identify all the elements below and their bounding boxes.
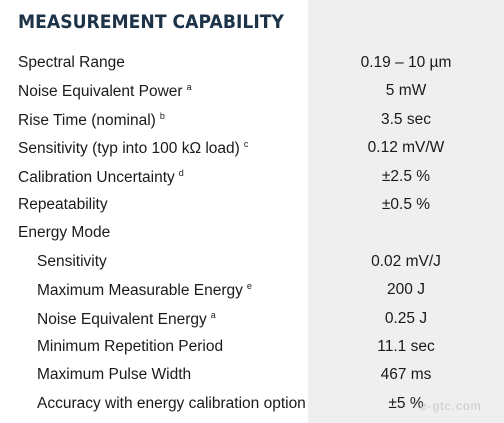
row-value: ±5 %: [388, 394, 424, 412]
row-value: 0.02 mV/J: [371, 252, 441, 270]
table-row: Noise Equivalent Energy a 0.25 J: [0, 306, 504, 334]
row-value: ±2.5 %: [381, 167, 431, 185]
footnote-marker: e: [246, 281, 252, 292]
table-row: Sensitivity (typ into 100 kΩ load) c 0.12…: [0, 135, 504, 163]
row-label: Noise Equivalent Power a: [18, 82, 192, 101]
row-value: 5 mW: [385, 82, 427, 100]
row-label: Calibration Uncertainty d: [18, 167, 184, 186]
row-label: Energy Mode: [18, 224, 111, 242]
table-row: Noise Equivalent Power a 5 mW: [0, 78, 504, 106]
table-row: Minimum Repetition Period 11.1 sec: [0, 334, 504, 362]
footnote-marker: d: [178, 167, 184, 178]
row-label: Noise Equivalent Energy a: [37, 309, 216, 328]
row-label: Maximum Pulse Width: [37, 366, 192, 384]
row-value: ±0.5 %: [381, 195, 431, 213]
table-row: Maximum Measurable Energy e 200 J: [0, 277, 504, 305]
row-label: Accuracy with energy calibration option: [37, 394, 306, 412]
row-value: 3.5 sec: [381, 110, 431, 128]
row-label: Sensitivity (typ into 100 kΩ load) c: [18, 139, 249, 158]
value-column-background: [308, 0, 504, 423]
footnote-marker: c: [243, 139, 249, 150]
footnote-marker: a: [186, 82, 192, 93]
spec-rows: Spectral Range 0.19 – 10 µm Noise Equiva…: [0, 50, 504, 419]
row-label: Spectral Range: [18, 54, 125, 71]
row-value: 200 J: [387, 281, 425, 299]
watermark: e-gtc.com: [420, 399, 482, 413]
row-value: 11.1 sec: [377, 337, 435, 355]
row-value: 0.25 J: [384, 309, 428, 327]
table-row: Repeatability ±0.5 %: [0, 192, 504, 220]
row-label: Repeatability: [18, 195, 108, 213]
table-row-group-heading: Energy Mode: [0, 220, 504, 248]
row-value: 467 ms: [380, 366, 432, 384]
row-label: Maximum Measurable Energy e: [37, 281, 252, 300]
row-value: 0.12 mV/W: [367, 139, 445, 157]
row-label: Rise Time (nominal) b: [18, 110, 165, 129]
row-label: Minimum Repetition Period: [37, 337, 224, 355]
table-row: Accuracy with energy calibration option …: [0, 391, 504, 419]
table-row: Maximum Pulse Width 467 ms: [0, 362, 504, 390]
footnote-marker: a: [210, 309, 216, 320]
section-title: MEASUREMENT CAPABILITY: [18, 12, 284, 33]
table-row: Sensitivity 0.02 mV/J: [0, 249, 504, 277]
table-row: Calibration Uncertainty d ±2.5 %: [0, 164, 504, 192]
table-row: Spectral Range 0.19 – 10 µm: [0, 50, 504, 78]
footnote-marker: b: [159, 110, 165, 121]
row-label: Sensitivity: [37, 252, 107, 270]
table-row: Rise Time (nominal) b 3.5 sec: [0, 107, 504, 135]
row-value: 0.19 – 10 µm: [360, 54, 452, 71]
